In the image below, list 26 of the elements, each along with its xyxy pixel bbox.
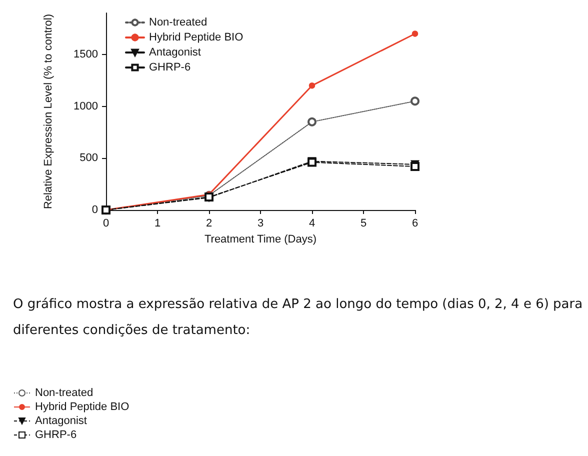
point [412, 30, 418, 37]
legend-label: Antagonist [149, 46, 201, 58]
text: Hybrid Peptide BIO [35, 401, 130, 413]
y-tick-label: 1000 [74, 100, 98, 112]
x-tick-label: 6 [412, 218, 418, 230]
y-tick-label: 1500 [74, 48, 98, 60]
x-tick-label: 2 [206, 218, 212, 230]
x-tick-label: 5 [360, 218, 367, 230]
y-axis-title: Relative Expression Level (% to control) [42, 14, 54, 210]
x-tick-label: 4 [308, 218, 316, 230]
x-axis-title: Treatment Time (Days) [204, 234, 317, 246]
x-tick-label: 1 [154, 218, 161, 230]
y-tick-label: 0 [92, 204, 98, 216]
text: O gráfico mostra a expressão relativa de AP 2 ao longo do tempo (dias 0, 2, 4 e 6) para diferentes condições de tratamento: [13, 296, 584, 340]
legend-label: Non-treated [149, 16, 208, 28]
x-tick-label: 3 [257, 218, 264, 230]
text: Non-treated [35, 387, 94, 399]
text: GHRP-6 [35, 429, 77, 441]
legend-label: Hybrid Peptide BIO [149, 32, 244, 44]
x-tick-label: 0 [102, 218, 110, 230]
point [308, 82, 316, 89]
legend-label: GHRP-6 [149, 62, 191, 74]
point [308, 117, 316, 126]
y-tick-label: 500 [80, 152, 98, 164]
text: Antagonist [35, 415, 87, 427]
point [410, 96, 420, 106]
